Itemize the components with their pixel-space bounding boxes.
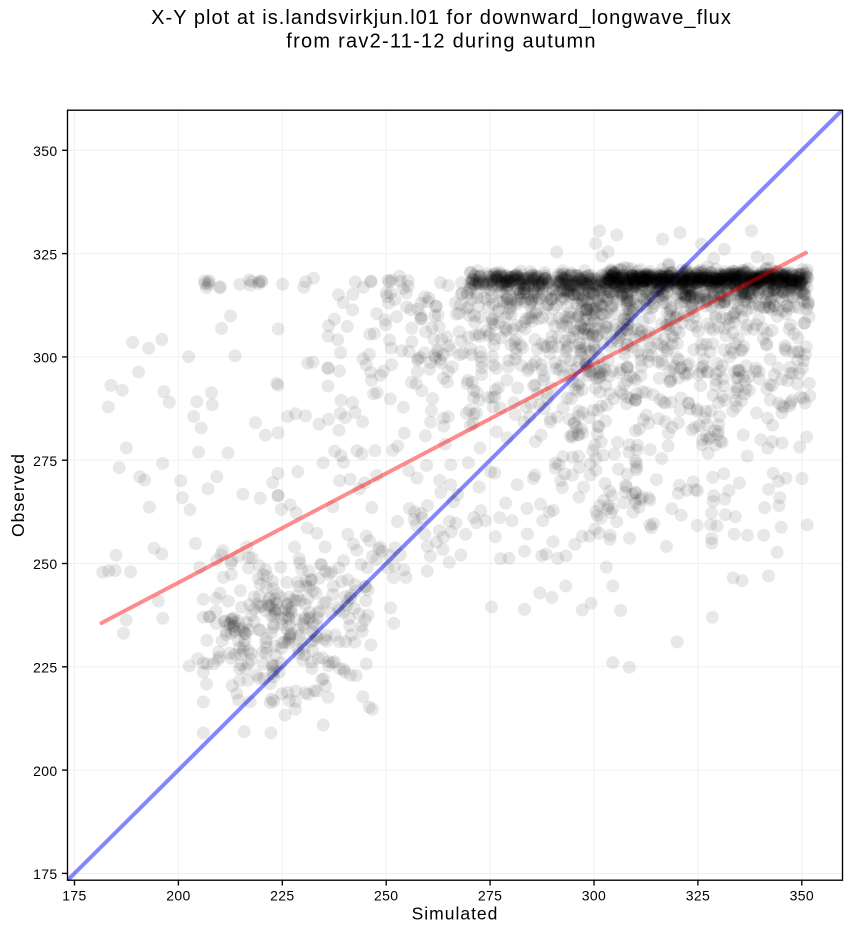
svg-text:175: 175 [62, 888, 86, 904]
svg-text:175: 175 [33, 866, 57, 882]
svg-text:Simulated: Simulated [412, 904, 499, 924]
svg-text:350: 350 [790, 888, 814, 904]
svg-text:300: 300 [33, 350, 57, 366]
svg-text:250: 250 [33, 556, 57, 572]
svg-text:200: 200 [33, 763, 57, 779]
svg-text:225: 225 [270, 888, 294, 904]
svg-text:250: 250 [374, 888, 398, 904]
svg-text:350: 350 [33, 143, 57, 159]
svg-text:225: 225 [33, 660, 57, 676]
svg-text:Observed: Observed [8, 453, 28, 537]
svg-text:275: 275 [33, 453, 57, 469]
svg-text:325: 325 [33, 246, 57, 262]
svg-text:275: 275 [478, 888, 502, 904]
svg-text:X-Y plot at is.landsvirkjun.l0: X-Y plot at is.landsvirkjun.l01 for down… [151, 7, 732, 29]
svg-text:from rav2-11-12 during autumn: from rav2-11-12 during autumn [286, 31, 596, 53]
svg-text:300: 300 [582, 888, 606, 904]
svg-text:325: 325 [686, 888, 710, 904]
svg-text:200: 200 [166, 888, 190, 904]
